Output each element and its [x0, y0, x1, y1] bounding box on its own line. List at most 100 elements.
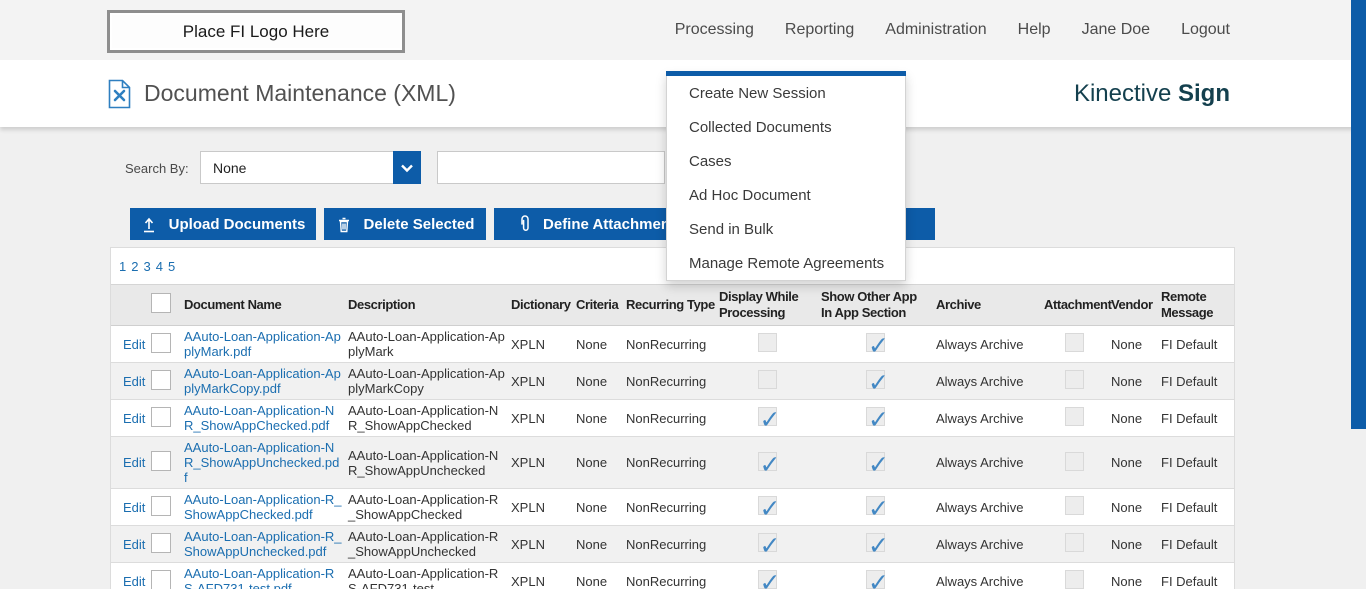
- edit-link[interactable]: Edit: [123, 499, 146, 515]
- display-while-processing-checkbox-unchecked: [757, 333, 777, 352]
- header-vendor: Vendor: [1111, 284, 1161, 326]
- header-remote-message: Remote Message: [1161, 284, 1234, 326]
- header-archive: Archive: [936, 284, 1044, 326]
- table-row: Edit AAuto-Loan-Application-RS-AFD731-tes…: [111, 562, 1234, 589]
- row-select-checkbox[interactable]: [151, 532, 171, 553]
- attachment-checkbox-unchecked: [1065, 451, 1084, 471]
- header-recurring-type: Recurring Type: [626, 284, 719, 326]
- define-attachment-button[interactable]: Define Attachment: [494, 208, 700, 240]
- document-name-link[interactable]: AAuto-Loan-Application-NR_ShowAppChecked…: [184, 403, 335, 433]
- menu-item-ad-hoc-document[interactable]: Ad Hoc Document: [689, 186, 811, 204]
- search-by-selected-value: None: [213, 160, 247, 176]
- page-link-2[interactable]: 2: [131, 259, 139, 274]
- attachment-checkbox-unchecked: [1065, 333, 1084, 352]
- upload-documents-button[interactable]: Upload Documents: [130, 208, 316, 240]
- page-link-1[interactable]: 1: [119, 259, 127, 274]
- page-link-3[interactable]: 3: [143, 259, 151, 274]
- fi-logo-placeholder: Place FI Logo Here: [107, 10, 405, 53]
- document-name-link[interactable]: AAuto-Loan-Application-R_ShowAppUnchecke…: [184, 529, 342, 559]
- header-display-while-processing: Display While Processing: [719, 284, 821, 326]
- edit-link[interactable]: Edit: [123, 410, 146, 426]
- display-while-processing-checkbox-unchecked: [757, 370, 777, 389]
- document-description: AAuto-Loan-Application-RS-AFD731-test: [348, 566, 499, 589]
- nav-item-user[interactable]: Jane Doe: [1081, 21, 1151, 38]
- row-select-checkbox[interactable]: [151, 332, 171, 353]
- attachment-checkbox-unchecked: [1065, 407, 1084, 426]
- row-select-checkbox[interactable]: [151, 406, 171, 427]
- menu-item-manage-remote-agreements[interactable]: Manage Remote Agreements: [689, 254, 885, 272]
- top-navigation: Processing Reporting Administration Help…: [675, 0, 1230, 60]
- document-description: AAuto-Loan-Application-R_ShowAppChecked: [348, 492, 499, 522]
- menu-item-collected-documents[interactable]: Collected Documents: [689, 118, 832, 136]
- nav-item-reporting[interactable]: Reporting: [784, 21, 855, 38]
- table-row: Edit AAuto-Loan-Application-NR_ShowAppChe…: [111, 399, 1234, 437]
- header-show-other-app: Show Other App In App Section: [821, 284, 936, 326]
- brand-logo: Kinective Sign: [1073, 79, 1230, 107]
- document-description: AAuto-Loan-Application-R_ShowAppUnchecke…: [348, 529, 499, 559]
- attachment-checkbox-unchecked: [1065, 533, 1084, 552]
- document-name-link[interactable]: AAuto-Loan-Application-RS-AFD731-test.pd…: [184, 566, 335, 589]
- attachment-checkbox-unchecked: [1065, 370, 1084, 389]
- processing-dropdown-menu: Create New Session Collected Documents C…: [666, 71, 906, 281]
- table-header-row: Document Name Description Dictionary Cri…: [111, 284, 1234, 326]
- document-description: AAuto-Loan-Application-ApplyMark: [348, 329, 505, 359]
- vertical-scrollbar-thumb[interactable]: [1351, 0, 1366, 429]
- edit-link[interactable]: Edit: [123, 455, 146, 470]
- row-select-checkbox[interactable]: [151, 369, 171, 390]
- chevron-down-icon[interactable]: [393, 151, 421, 184]
- fi-logo-text: Place FI Logo Here: [182, 21, 330, 41]
- display-while-processing-checkbox-checked: [757, 451, 780, 473]
- header-dictionary: Dictionary: [511, 284, 576, 326]
- header-edit: [111, 284, 151, 326]
- page-link-4[interactable]: 4: [155, 259, 163, 274]
- table-row: Edit AAuto-Loan-Application-NR_ShowAppUnc…: [111, 436, 1234, 489]
- table-row: Edit AAuto-Loan-Application-R_ShowAppChec…: [111, 488, 1234, 526]
- nav-item-logout[interactable]: Logout: [1181, 21, 1230, 38]
- document-name-link[interactable]: AAuto-Loan-Application-ApplyMark.pdf: [184, 329, 341, 359]
- document-name-link[interactable]: AAuto-Loan-Application-R_ShowAppChecked.…: [184, 492, 342, 522]
- menu-item-send-in-bulk[interactable]: Send in Bulk: [689, 220, 774, 238]
- search-input[interactable]: [437, 151, 665, 184]
- row-select-checkbox[interactable]: [151, 569, 171, 589]
- edit-link[interactable]: Edit: [123, 373, 146, 389]
- attachment-checkbox-unchecked: [1065, 570, 1084, 589]
- edit-link[interactable]: Edit: [123, 573, 146, 589]
- show-other-app-checkbox-checked: [866, 370, 889, 391]
- document-description: AAuto-Loan-Application-NR_ShowAppUncheck…: [348, 447, 499, 478]
- document-description: AAuto-Loan-Application-NR_ShowAppChecked: [348, 403, 499, 433]
- upload-icon: [143, 217, 154, 232]
- edit-link[interactable]: Edit: [123, 536, 146, 552]
- nav-item-help[interactable]: Help: [1017, 21, 1051, 38]
- header-select-all: [151, 284, 184, 326]
- menu-item-create-new-session[interactable]: Create New Session: [689, 84, 826, 102]
- document-xml-icon: [108, 79, 131, 108]
- select-all-checkbox[interactable]: [151, 293, 171, 313]
- table-row: Edit AAuto-Loan-Application-ApplyMarkCopy…: [111, 362, 1234, 400]
- attachment-checkbox-unchecked: [1065, 496, 1084, 515]
- table-row: Edit AAuto-Loan-Application-ApplyMark.pdf…: [111, 325, 1234, 363]
- page-title: Document Maintenance (XML): [144, 80, 456, 106]
- trash-icon: [338, 217, 349, 232]
- edit-link[interactable]: Edit: [123, 336, 146, 352]
- delete-selected-button[interactable]: Delete Selected: [324, 208, 486, 240]
- top-bar: Place FI Logo Here Processing Reporting …: [0, 0, 1366, 60]
- row-select-checkbox[interactable]: [151, 451, 171, 471]
- menu-item-cases[interactable]: Cases: [689, 152, 732, 170]
- show-other-app-checkbox-checked: [866, 451, 889, 473]
- header-document-name: Document Name: [184, 284, 348, 326]
- display-while-processing-checkbox-checked: [757, 496, 780, 517]
- display-while-processing-checkbox-checked: [757, 533, 780, 554]
- row-select-checkbox[interactable]: [151, 495, 171, 516]
- show-other-app-checkbox-checked: [866, 533, 889, 554]
- document-name-link[interactable]: AAuto-Loan-Application-NR_ShowAppUncheck…: [184, 440, 340, 485]
- show-other-app-checkbox-checked: [866, 570, 889, 589]
- nav-item-administration[interactable]: Administration: [885, 21, 987, 38]
- documents-table: Document Name Description Dictionary Cri…: [111, 284, 1234, 589]
- document-name-link[interactable]: AAuto-Loan-Application-ApplyMarkCopy.pdf: [184, 366, 341, 396]
- search-by-select[interactable]: None: [200, 151, 421, 184]
- page-link-5[interactable]: 5: [167, 259, 176, 274]
- nav-item-processing[interactable]: Processing: [674, 21, 754, 38]
- header-attachment: Attachment: [1044, 284, 1112, 326]
- table-row: Edit AAuto-Loan-Application-R_ShowAppUnch…: [111, 525, 1234, 563]
